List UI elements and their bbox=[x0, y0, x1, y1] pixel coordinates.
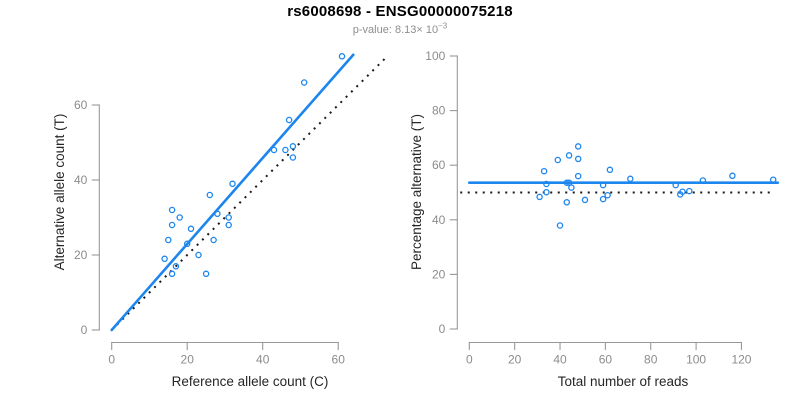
data-point bbox=[206, 191, 214, 199]
allele-counts-reference-line bbox=[110, 55, 388, 331]
data-point bbox=[679, 188, 686, 195]
y-tick-label: 20 bbox=[74, 248, 88, 262]
x-tick-label: 80 bbox=[644, 353, 658, 367]
data-point bbox=[581, 196, 589, 204]
data-point bbox=[270, 146, 278, 154]
x-tick-label: 20 bbox=[508, 353, 522, 367]
percentage-vs-reads-panel: 0 20 40 60 80 100 Percentage alternative (T) 0 2… bbox=[409, 49, 780, 389]
data-point bbox=[699, 177, 707, 184]
data-point bbox=[289, 143, 297, 150]
data-point bbox=[282, 146, 289, 154]
data-point bbox=[599, 195, 607, 203]
x-tick-label: 120 bbox=[731, 353, 751, 367]
y-tick-label: 0 bbox=[439, 322, 446, 336]
x-tick-label: 0 bbox=[466, 353, 473, 367]
y-axis-title: Percentage alternative (T) bbox=[409, 114, 424, 270]
y-tick-label: 80 bbox=[432, 104, 446, 118]
percentage-vs-reads-y-axis: 0 20 40 60 80 100 Percentage alternative (T) bbox=[409, 49, 458, 336]
allele-counts-y-axis: 0 20 40 60 Alternative allele count (T) bbox=[52, 98, 100, 337]
data-point bbox=[543, 188, 550, 196]
y-tick-label: 20 bbox=[432, 267, 446, 281]
data-point bbox=[165, 236, 172, 244]
data-point bbox=[214, 210, 221, 218]
figure-subtitle-pvalue: p-value: 8.13× 10−3 bbox=[0, 21, 800, 36]
y-axis-title: Alternative allele count (T) bbox=[52, 114, 67, 271]
data-point bbox=[729, 172, 736, 180]
data-point bbox=[543, 180, 550, 188]
data-point bbox=[300, 79, 308, 86]
x-tick-label: 0 bbox=[108, 353, 115, 367]
percentage-vs-reads-x-axis: 0 20 40 60 80 100 120 Total number of reads bbox=[466, 341, 752, 389]
percentage-vs-reads-points bbox=[536, 143, 777, 229]
data-point bbox=[574, 143, 582, 150]
data-point bbox=[599, 181, 607, 189]
data-point bbox=[168, 270, 176, 278]
y-tick-label: 60 bbox=[74, 98, 88, 112]
data-point bbox=[210, 236, 217, 244]
data-point bbox=[563, 179, 571, 186]
data-point bbox=[168, 221, 176, 229]
data-point bbox=[565, 179, 573, 186]
data-point bbox=[672, 181, 679, 189]
data-point bbox=[229, 180, 236, 188]
data-point bbox=[225, 221, 232, 229]
pvalue-mantissa: 8.13 bbox=[394, 24, 417, 36]
data-point bbox=[202, 270, 210, 278]
data-point bbox=[289, 154, 297, 161]
data-point bbox=[604, 191, 611, 199]
data-point bbox=[172, 263, 180, 270]
data-point bbox=[225, 214, 232, 221]
allele-counts-panel: 0 20 40 60 Alternative allele count (T) 0 20 40… bbox=[52, 53, 388, 389]
figure-title: rs6008698 - ENSG00000075218 bbox=[287, 3, 513, 20]
data-point bbox=[574, 172, 582, 180]
data-point bbox=[574, 155, 582, 163]
allele-counts-fit-line bbox=[110, 53, 355, 332]
pvalue-exponent: −3 bbox=[438, 21, 448, 31]
pvalue-label: p-value: bbox=[352, 24, 395, 36]
data-point bbox=[686, 187, 693, 195]
data-point bbox=[556, 222, 564, 229]
y-tick-label: 0 bbox=[81, 323, 88, 337]
y-tick-label: 40 bbox=[432, 213, 446, 227]
x-axis-title: Reference allele count (C) bbox=[172, 374, 329, 389]
data-point bbox=[565, 152, 573, 159]
y-tick-label: 100 bbox=[425, 49, 445, 63]
x-tick-label: 20 bbox=[181, 353, 195, 367]
data-point bbox=[606, 166, 614, 174]
data-point bbox=[176, 214, 183, 221]
x-tick-label: 60 bbox=[599, 353, 613, 367]
data-point bbox=[187, 225, 195, 233]
data-point bbox=[769, 176, 777, 183]
data-point bbox=[568, 184, 575, 191]
pvalue-times-sign: × bbox=[416, 24, 423, 36]
data-point bbox=[536, 193, 543, 201]
data-point bbox=[627, 175, 634, 183]
data-point bbox=[161, 255, 168, 263]
pvalue-base: 10 bbox=[425, 24, 439, 36]
data-point bbox=[168, 206, 176, 214]
data-point bbox=[183, 240, 191, 248]
x-tick-label: 60 bbox=[332, 353, 346, 367]
allele-counts-points bbox=[161, 53, 346, 278]
data-point bbox=[563, 199, 571, 206]
x-tick-label: 100 bbox=[686, 353, 706, 367]
data-point bbox=[554, 156, 562, 164]
data-point bbox=[338, 53, 346, 60]
y-tick-label: 40 bbox=[74, 173, 88, 187]
data-point bbox=[540, 167, 548, 175]
data-point bbox=[285, 116, 293, 124]
x-axis-title: Total number of reads bbox=[558, 374, 689, 389]
data-point bbox=[195, 251, 202, 259]
y-tick-label: 60 bbox=[432, 158, 446, 172]
x-tick-label: 40 bbox=[553, 353, 567, 367]
x-tick-label: 40 bbox=[256, 353, 270, 367]
